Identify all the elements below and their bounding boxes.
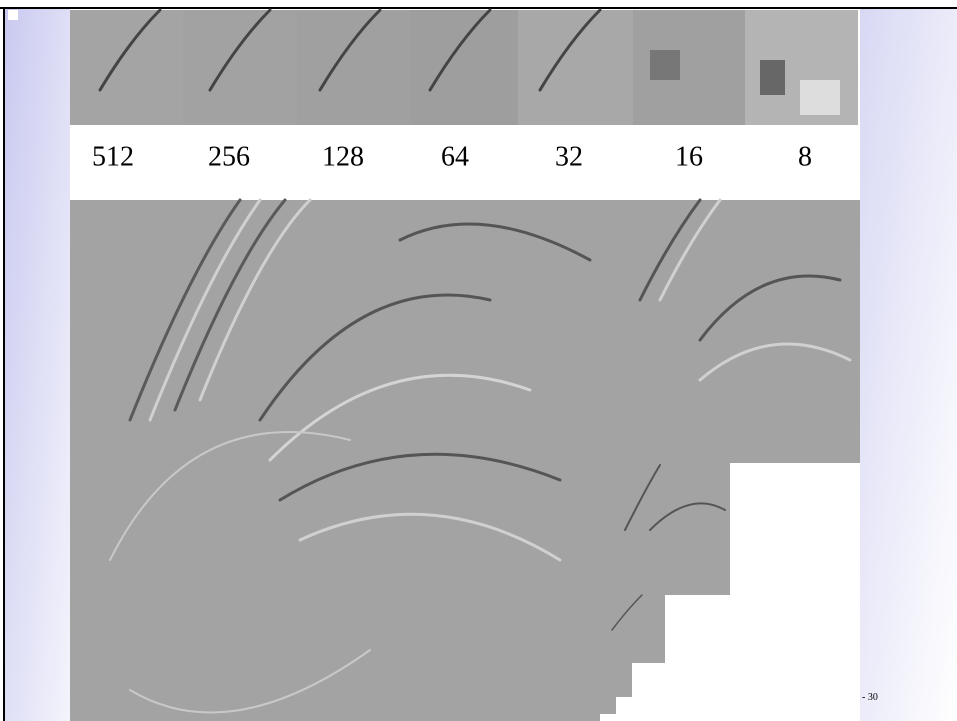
corner-mark [8,10,18,20]
level [600,463,730,595]
scale-label: 256 [208,141,250,172]
thumbnail-pixel [760,60,785,95]
scale-label: 32 [555,141,583,172]
scale-label: 8 [798,141,812,172]
page-number: - 30 [862,692,878,703]
level [600,663,632,697]
scale-label: 128 [322,141,364,172]
left-band [4,8,70,721]
level [600,697,616,714]
thumbnail [70,10,183,125]
scale-label: 16 [675,141,703,172]
thumbnail [183,10,297,125]
level [600,200,860,463]
thumbnail [633,10,745,125]
slide: 512 256 128 64 32 16 8 [0,0,957,721]
thumbnail [297,10,410,125]
scale-label: 64 [441,141,469,172]
page: 512 256 128 64 32 16 8 [0,0,957,721]
large-level [70,200,600,721]
thumbnail-pixel [650,50,680,80]
thumbnail [410,10,518,125]
thumbnail-pixel [800,80,840,115]
thumbnail [518,10,633,125]
scale-label: 512 [92,141,134,172]
thumbnail-row [70,10,858,125]
right-band [860,8,957,721]
